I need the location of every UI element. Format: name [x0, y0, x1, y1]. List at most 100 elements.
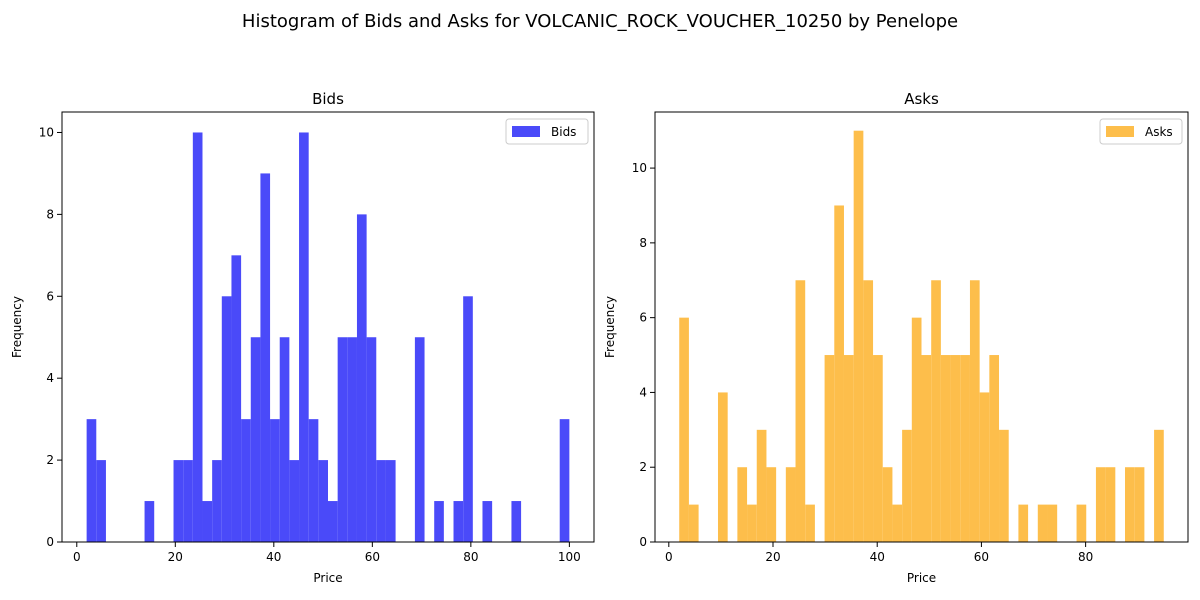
- asks-bar: [882, 467, 893, 542]
- bids-legend-box: [505, 118, 589, 145]
- bids-bar: [414, 337, 425, 542]
- bids-legend-label: Bids: [551, 125, 576, 139]
- bids-legend: Bids: [505, 118, 589, 145]
- asks-bar: [795, 280, 806, 542]
- bids-bar: [270, 419, 280, 542]
- bids-x-axis-label: Price: [313, 571, 342, 585]
- asks-histogram-panel: 0 20 40 60 80 0 2 4 6 8 10 Asks Price Frequency Asks: [603, 90, 1189, 585]
- asks-bar: [1018, 504, 1029, 542]
- bids-panel-title: Bids: [312, 90, 344, 108]
- bids-bar: [356, 214, 367, 542]
- asks-bar: [824, 355, 835, 542]
- asks-bar: [766, 467, 777, 542]
- bids-bar: [511, 501, 522, 542]
- bids-bar: [192, 132, 203, 542]
- asks-legend-label: Asks: [1145, 125, 1173, 139]
- bids-bar: [260, 173, 271, 542]
- asks-bar: [756, 429, 767, 542]
- asks-panel-title: Asks: [904, 90, 939, 108]
- bids-bar: [241, 419, 251, 542]
- asks-legend-box: [1099, 118, 1183, 145]
- asks-x-tick-label: 20: [765, 550, 780, 564]
- bids-bar: [221, 296, 232, 542]
- bids-bar: [212, 460, 222, 542]
- asks-bar: [679, 317, 689, 542]
- asks-bar: [805, 504, 815, 542]
- asks-bar: [921, 355, 932, 542]
- asks-bar: [999, 429, 1009, 542]
- bids-y-tick-label: 0: [46, 535, 54, 549]
- asks-bar: [873, 355, 883, 542]
- asks-bar: [1134, 467, 1145, 542]
- asks-bar: [737, 467, 748, 542]
- figure-suptitle: Histogram of Bids and Asks for VOLCANIC_…: [242, 11, 958, 32]
- bids-bar: [337, 337, 348, 542]
- asks-bar: [688, 504, 699, 542]
- bids-bar: [434, 501, 444, 542]
- bids-x-tick-label: 80: [463, 550, 478, 564]
- asks-y-tick-label: 8: [639, 236, 647, 250]
- bids-bar: [385, 460, 396, 542]
- bids-x-tick-label: 0: [73, 550, 81, 564]
- bids-bar: [250, 337, 261, 542]
- asks-bar: [1076, 504, 1087, 542]
- asks-y-tick-label: 4: [639, 385, 647, 399]
- bids-y-axis-label: Frequency: [10, 296, 24, 358]
- asks-y-tick-label: 10: [632, 161, 647, 175]
- asks-bar: [940, 355, 951, 542]
- bids-bar: [173, 460, 184, 542]
- asks-y-axis-label: Frequency: [603, 296, 617, 358]
- bids-bar: [347, 337, 357, 542]
- bids-y-tick-label: 2: [46, 453, 54, 467]
- asks-bar: [960, 355, 970, 542]
- bids-bar: [86, 419, 97, 542]
- asks-bar: [1047, 504, 1058, 542]
- bids-bar: [482, 501, 493, 542]
- bids-bar: [183, 460, 193, 542]
- asks-bar: [843, 355, 854, 542]
- asks-y-tick-label: 2: [639, 460, 647, 474]
- bids-y-tick-label: 6: [46, 289, 54, 303]
- asks-bar: [969, 280, 980, 542]
- bids-x-tick-label: 40: [266, 550, 281, 564]
- asks-bar: [892, 504, 903, 542]
- asks-axes-frame: [654, 111, 1189, 543]
- bids-y-tick-label: 4: [46, 371, 54, 385]
- asks-x-tick-label: 40: [870, 550, 885, 564]
- asks-legend-swatch: [1106, 126, 1134, 137]
- asks-x-tick-label: 60: [974, 550, 989, 564]
- bids-axes-frame: [61, 111, 595, 543]
- bids-bar: [376, 460, 386, 542]
- bids-bar: [318, 460, 328, 542]
- asks-bar: [853, 130, 864, 542]
- asks-y-tick-label: 6: [639, 311, 647, 325]
- asks-bar: [1037, 504, 1048, 542]
- bids-bar: [463, 296, 473, 542]
- asks-bar: [863, 280, 874, 542]
- asks-bar: [950, 355, 961, 542]
- bids-bar: [328, 501, 338, 542]
- bids-bar: [299, 132, 309, 542]
- asks-bar: [931, 280, 941, 542]
- asks-bar: [1095, 467, 1106, 542]
- asks-legend: Asks: [1099, 118, 1183, 145]
- asks-bar: [747, 504, 757, 542]
- bids-x-tick-label: 20: [168, 550, 183, 564]
- bids-bar: [96, 460, 106, 542]
- bids-legend-swatch: [512, 126, 540, 137]
- asks-bar: [1105, 467, 1116, 542]
- asks-bar: [1154, 429, 1164, 542]
- asks-x-axis-label: Price: [907, 571, 936, 585]
- bids-y-tick-label: 8: [46, 207, 54, 221]
- asks-bar: [911, 317, 922, 542]
- bids-bar: [453, 501, 464, 542]
- bids-bar: [308, 419, 319, 542]
- bids-x-tick-label: 60: [365, 550, 380, 564]
- asks-bar: [785, 467, 796, 542]
- asks-bar: [979, 392, 990, 542]
- asks-bar: [834, 205, 844, 542]
- bids-x-tick-label: 100: [558, 550, 581, 564]
- bids-histogram-panel: 0 20 40 60 80 100 0 2 4 6 8 10 Bids Price Frequency Bid…: [10, 90, 595, 585]
- bids-bar: [559, 419, 570, 542]
